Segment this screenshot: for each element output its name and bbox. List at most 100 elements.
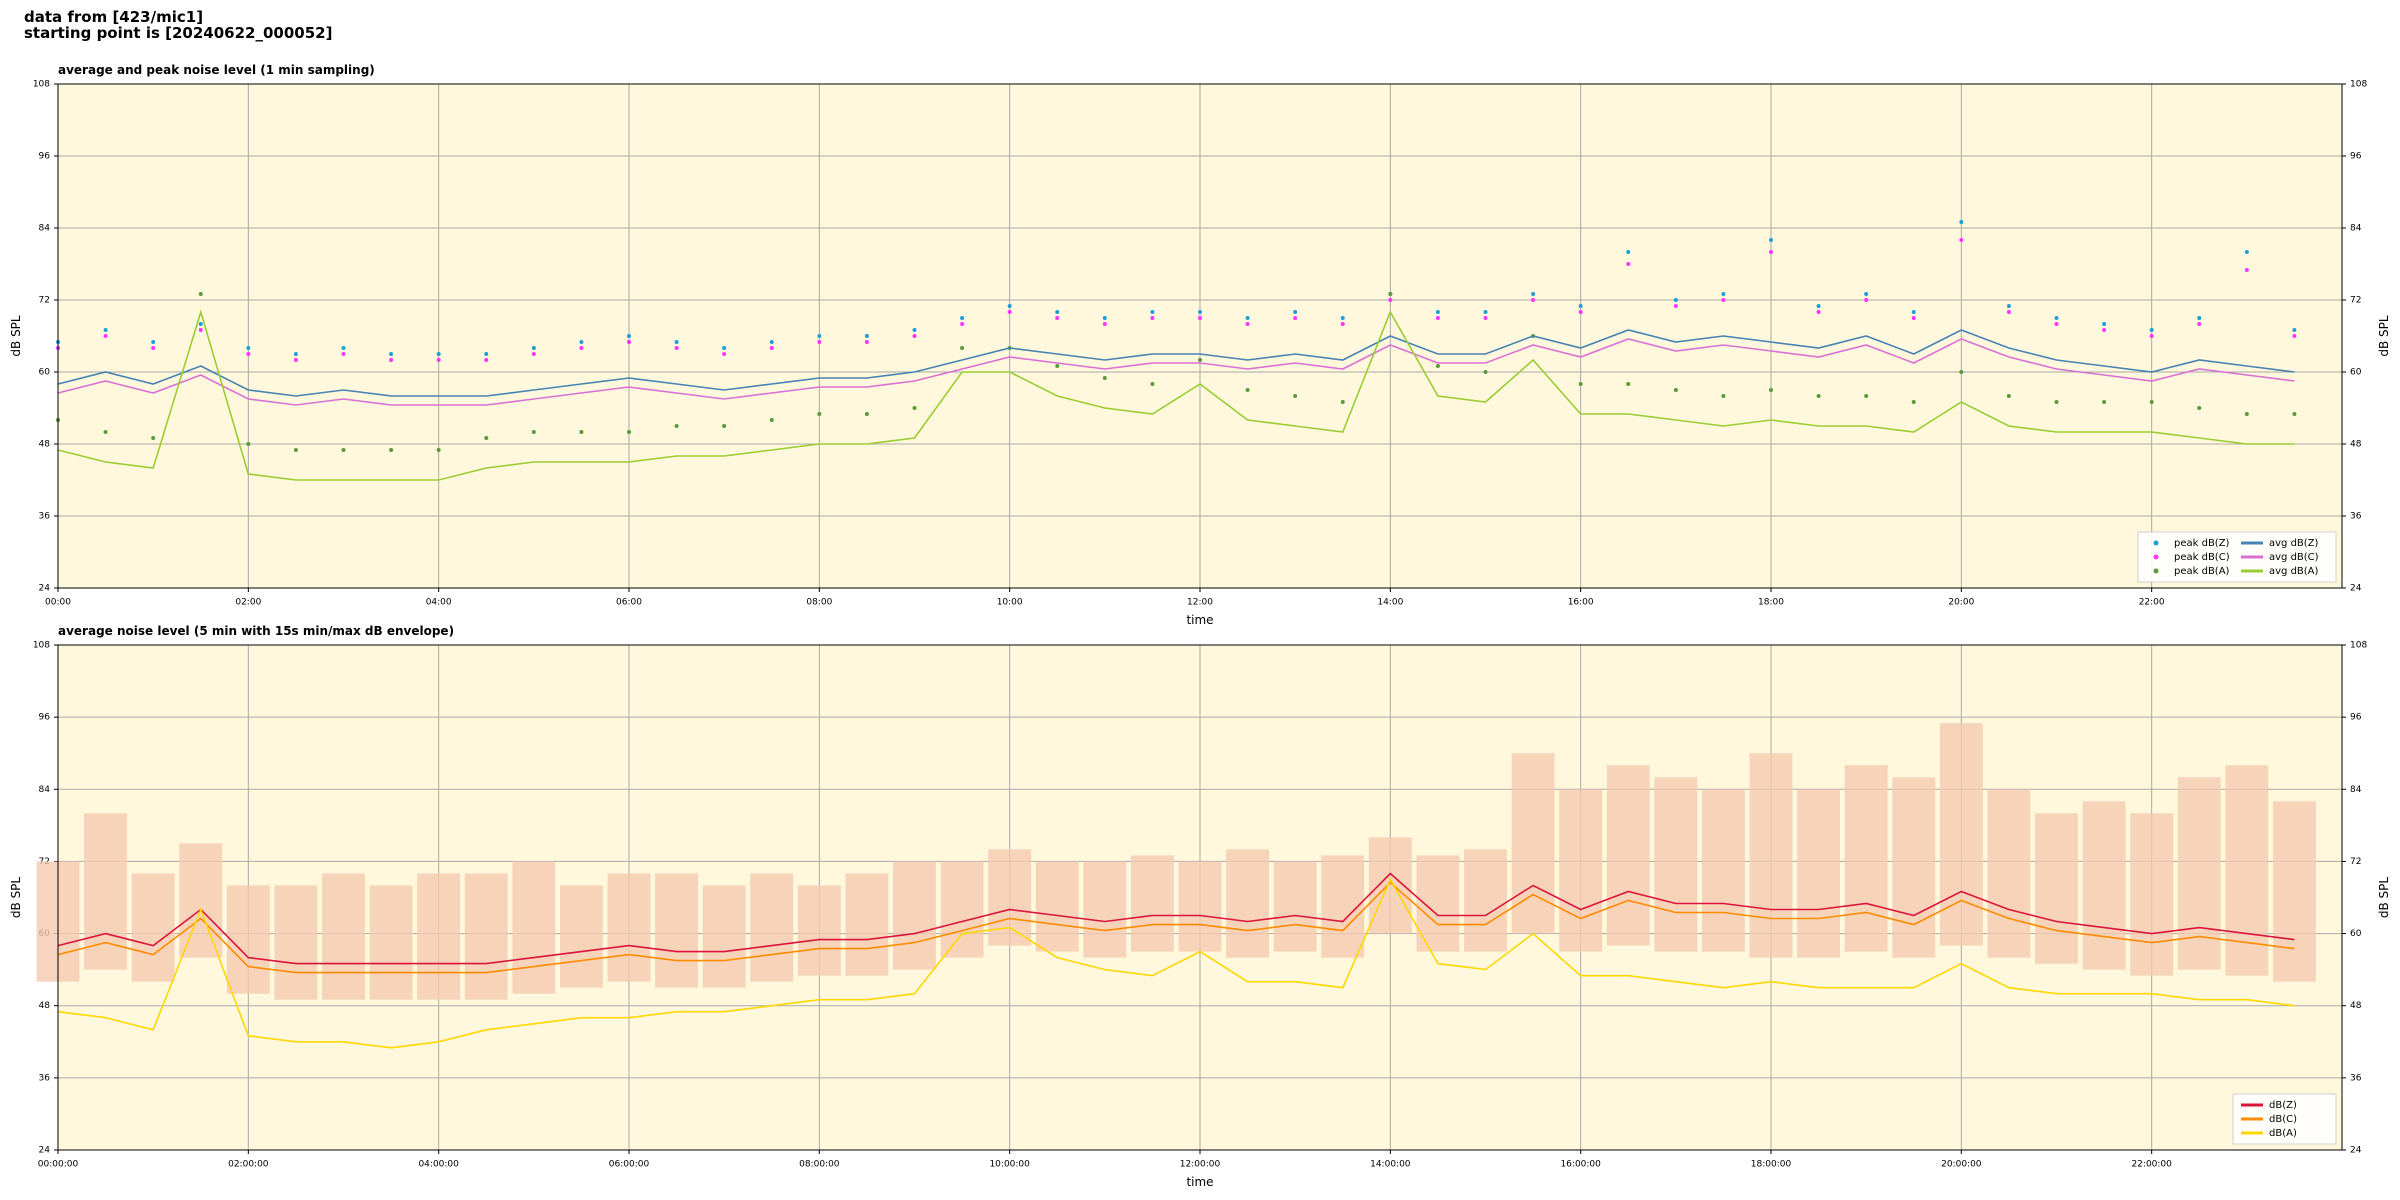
envelope-band <box>1797 789 1840 958</box>
peak-point <box>293 448 298 452</box>
peak-point <box>817 412 822 416</box>
peak-point <box>1435 310 1440 314</box>
x-tick-label: 08:00 <box>806 598 832 608</box>
peak-point <box>2292 334 2297 338</box>
peak-point <box>1626 382 1631 386</box>
peak-point <box>198 328 203 332</box>
y-tick-label: 48 <box>39 440 51 450</box>
peak-point <box>960 322 965 326</box>
peak-point <box>198 322 203 326</box>
envelope-band <box>84 813 127 970</box>
peak-point <box>1721 298 1726 302</box>
envelope-band <box>1892 777 1936 958</box>
y-tick-label: 84 <box>39 785 51 795</box>
peak-point <box>2197 406 2202 410</box>
header-line: starting point is [20240622_000052] <box>24 24 332 42</box>
envelope-band <box>1368 837 1412 934</box>
y2-tick-label: 36 <box>2350 1073 2362 1083</box>
envelope-band <box>1178 861 1222 952</box>
y2-tick-label: 72 <box>2350 296 2361 306</box>
peak-point <box>2244 268 2249 272</box>
legend-box <box>2137 531 2337 583</box>
peak-point <box>2102 328 2107 332</box>
peak-point <box>2197 316 2202 320</box>
peak-point <box>769 340 774 344</box>
peak-point <box>1864 298 1869 302</box>
peak-point <box>1483 310 1488 314</box>
x-tick-label: 00:00 <box>45 598 71 608</box>
peak-point <box>1245 316 1250 320</box>
x-tick-label: 20:00 <box>1948 598 1974 608</box>
envelope-band <box>893 861 936 970</box>
envelope-band <box>1654 777 1698 952</box>
y-tick-label: 24 <box>39 584 51 594</box>
peak-point <box>1102 316 1107 320</box>
peak-point <box>1769 238 1773 242</box>
peak-point <box>1245 322 1250 326</box>
peak-point <box>769 418 774 422</box>
legend-label: dB(C) <box>2269 1114 2297 1125</box>
envelope-band <box>702 885 746 988</box>
peak-point <box>1578 310 1583 314</box>
peak-point <box>912 334 917 338</box>
x-tick-label: 10:00 <box>997 598 1023 608</box>
peak-point <box>579 340 584 344</box>
x-tick-label: 00:00:00 <box>38 1160 79 1170</box>
y2-tick-label: 72 <box>2350 857 2361 867</box>
envelope-band <box>1559 789 1603 952</box>
peak-point <box>1483 316 1488 320</box>
legend-label: peak dB(A) <box>2174 566 2230 577</box>
peak-point <box>436 358 441 362</box>
peak-point <box>1055 316 1060 320</box>
x-tick-label: 06:00 <box>616 598 642 608</box>
y2-tick-label: 60 <box>2350 929 2362 939</box>
peak-point <box>1911 310 1916 314</box>
y-tick-label: 36 <box>39 1073 51 1083</box>
peak-point <box>531 352 536 356</box>
peak-point <box>2006 310 2011 314</box>
plot-frame <box>57 644 2343 1151</box>
x-tick-label: 22:00:00 <box>2131 1160 2172 1170</box>
peak-point <box>579 346 584 350</box>
envelope-band <box>1131 855 1174 952</box>
peak-point <box>769 346 774 350</box>
peak-point <box>1150 382 1155 386</box>
peak-point <box>912 406 917 410</box>
peak-point <box>2102 400 2107 404</box>
peak-point <box>1150 310 1155 314</box>
peak-point <box>1007 310 1012 314</box>
peak-point <box>293 352 298 356</box>
series-line <box>57 329 2295 397</box>
envelope-band <box>1273 861 1317 952</box>
peak-point <box>2197 322 2202 326</box>
envelope-band <box>1083 861 1127 958</box>
peak-point <box>1626 262 1631 266</box>
y2-tick-label: 96 <box>2350 713 2362 723</box>
x-tick-label: 04:00 <box>426 598 452 608</box>
peak-point <box>436 352 441 356</box>
peak-point <box>484 436 489 440</box>
legend-marker <box>2153 554 2159 560</box>
x-tick-label: 18:00:00 <box>1751 1160 1792 1170</box>
envelope-band <box>2035 813 2078 964</box>
y-axis-label: dB SPL <box>9 877 23 919</box>
x-tick-label: 12:00 <box>1187 598 1213 608</box>
peak-point <box>1055 310 1060 314</box>
envelope-band <box>1606 765 1650 946</box>
peak-point <box>1769 250 1773 254</box>
peak-point <box>1531 292 1536 296</box>
peak-point <box>1102 376 1107 380</box>
peak-point <box>341 352 346 356</box>
y-tick-label: 60 <box>39 368 51 378</box>
peak-point <box>1435 316 1440 320</box>
y-tick-label: 48 <box>39 1001 51 1011</box>
legend-marker <box>2153 568 2159 574</box>
peak-point <box>1198 310 1202 314</box>
peak-point <box>531 430 536 434</box>
peak-point <box>2149 328 2154 332</box>
x-axis-label: time <box>1186 613 1213 627</box>
peak-point <box>722 352 727 356</box>
peak-point <box>2292 328 2297 332</box>
peak-point <box>246 352 251 356</box>
